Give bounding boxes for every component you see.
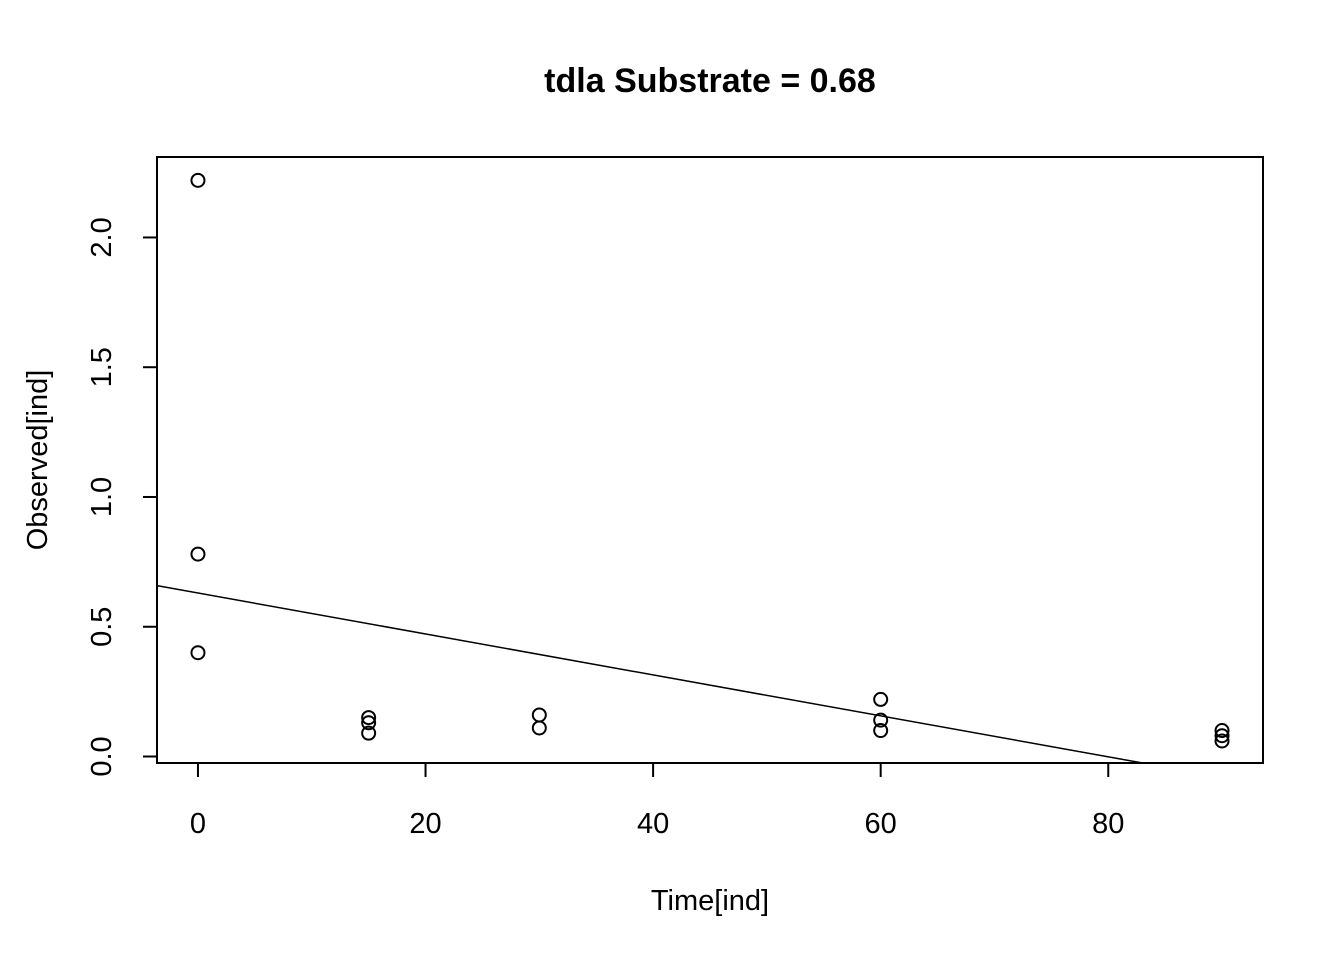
x-axis-label: Time[ind]	[651, 885, 769, 917]
x-axis: 0 20 40 60 80	[190, 762, 1124, 840]
data-point	[190, 546, 206, 562]
data-point	[1214, 733, 1230, 749]
x-tick-label: 40	[637, 808, 669, 840]
data-point	[1214, 723, 1230, 739]
y-axis-label: Observed[ind]	[22, 370, 54, 551]
regression-line	[156, 584, 1143, 764]
data-point	[531, 707, 547, 723]
chart-title: tdla Substrate = 0.68	[544, 62, 876, 100]
data-point	[531, 720, 547, 736]
y-tick-label: 0.5	[86, 607, 118, 647]
x-tick-label: 60	[865, 808, 897, 840]
data-points	[190, 172, 1230, 749]
data-point	[190, 645, 206, 661]
data-point	[361, 725, 377, 741]
data-point	[873, 712, 889, 728]
x-tick-label: 0	[190, 808, 206, 840]
plot-frame	[156, 156, 1264, 764]
y-tick-label: 1.0	[86, 477, 118, 517]
data-point	[190, 172, 206, 188]
data-point	[873, 691, 889, 707]
y-tick-label: 1.5	[86, 347, 118, 387]
y-tick-label: 0.0	[86, 736, 118, 776]
data-point	[361, 710, 377, 726]
data-point	[873, 723, 889, 739]
fit-line-group	[156, 584, 1143, 764]
x-tick-label: 20	[409, 808, 441, 840]
y-axis: 0.0 0.5 1.0 1.5 2.0	[86, 217, 158, 777]
data-point	[361, 715, 377, 731]
x-tick-label: 80	[1092, 808, 1124, 840]
y-tick-label: 2.0	[86, 217, 118, 257]
data-point	[1214, 728, 1230, 744]
